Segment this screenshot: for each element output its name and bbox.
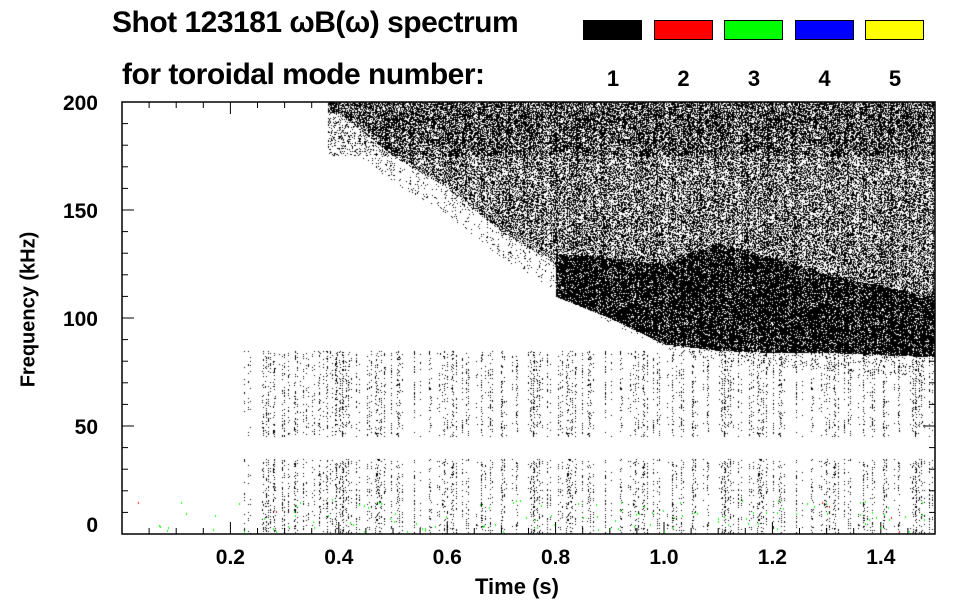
legend-swatch-mode-3: [724, 20, 783, 40]
legend-swatch-mode-2: [653, 20, 713, 40]
y-tick-label: 150: [63, 200, 98, 223]
legend-swatch-mode-5: [865, 20, 924, 40]
spectrogram-heatmap: [122, 102, 935, 534]
y-tick-label: 100: [63, 308, 98, 331]
legend-label-mode-4: 4: [818, 66, 831, 91]
legend-label-mode-3: 3: [747, 66, 761, 91]
chart-title: Shot 123181 ωB(ω) spectrum: [112, 6, 519, 39]
legend-swatch-mode-1: [583, 20, 642, 40]
y-axis-label: Frequency (kHz): [17, 231, 40, 388]
legend-label-mode-2: 2: [677, 66, 690, 91]
y-tick-label: 0: [86, 514, 98, 537]
x-axis-label: Time (s): [475, 574, 559, 599]
x-tick-label: 0.8: [541, 546, 571, 569]
x-tick-label: 0.6: [433, 546, 462, 569]
x-tick-label: 0.4: [324, 546, 354, 569]
x-tick-label: 1.4: [866, 546, 896, 569]
x-tick-label: 1.2: [758, 546, 787, 569]
chart-subtitle: for toroidal mode number:: [122, 58, 485, 91]
y-tick-label: 50: [75, 416, 98, 439]
y-tick-label: 200: [63, 92, 98, 115]
legend-label-mode-1: 1: [606, 66, 620, 91]
legend-swatch-mode-4: [794, 20, 854, 40]
legend-label-mode-5: 5: [888, 66, 902, 91]
x-tick-label: 0.2: [216, 546, 245, 569]
x-tick-label: 1.0: [649, 546, 678, 569]
